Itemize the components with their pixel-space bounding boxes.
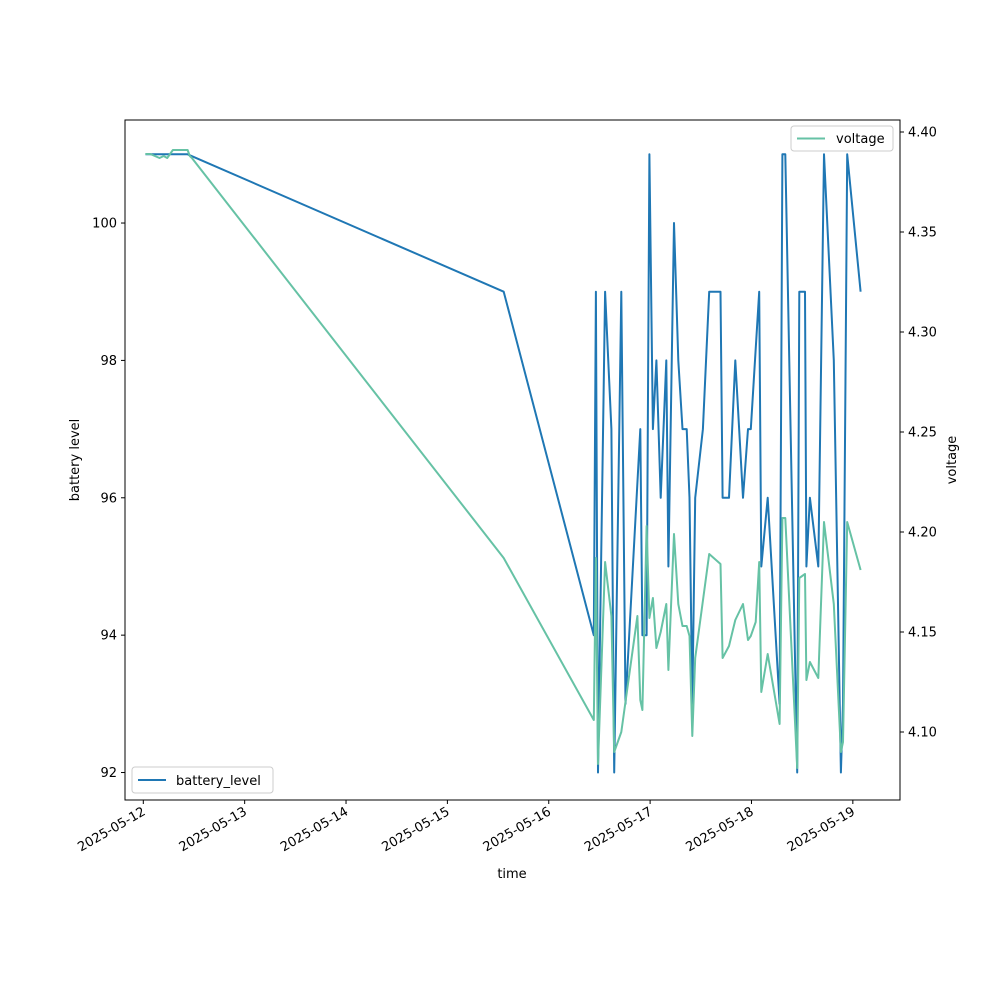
x-tick-label: 2025-05-18 xyxy=(684,804,757,855)
x-tick-label: 2025-05-14 xyxy=(278,804,351,855)
y-axis-left: 92 94 96 98 100 xyxy=(92,217,125,781)
y-right-tick-label: 4.10 xyxy=(908,726,937,741)
y-axis-left-label: battery level xyxy=(68,419,83,502)
y-right-tick-label: 4.35 xyxy=(908,226,937,241)
y-right-tick-label: 4.25 xyxy=(908,426,937,441)
y-axis-right-label: voltage xyxy=(945,436,960,485)
y-left-tick-label: 92 xyxy=(100,766,117,781)
x-axis: 2025-05-12 2025-05-13 2025-05-14 2025-05-15… xyxy=(75,800,858,855)
y-left-tick-label: 100 xyxy=(92,217,117,232)
series-line-battery-level xyxy=(145,153,862,774)
y-left-tick-label: 96 xyxy=(100,491,117,506)
y-right-tick-label: 4.15 xyxy=(908,626,937,641)
x-axis-label: time xyxy=(497,867,526,882)
series-layer xyxy=(145,149,862,774)
y-left-tick-label: 98 xyxy=(100,354,117,369)
x-tick-label: 2025-05-17 xyxy=(582,804,655,855)
series-line-voltage xyxy=(145,149,862,769)
plot-frame xyxy=(124,119,901,801)
y-axis-right: 4.10 4.15 4.20 4.25 4.30 4.35 4.40 xyxy=(900,126,937,741)
x-tick-label: 2025-05-13 xyxy=(177,804,250,855)
x-tick-label: 2025-05-12 xyxy=(75,804,148,855)
legend-label-battery-level: battery_level xyxy=(176,774,261,789)
y-left-tick-label: 94 xyxy=(100,629,117,644)
x-tick-label: 2025-05-15 xyxy=(379,804,452,855)
y-right-tick-label: 4.30 xyxy=(908,326,937,341)
x-tick-label: 2025-05-16 xyxy=(481,804,554,855)
legend-battery-level: battery_level xyxy=(131,766,274,794)
y-right-tick-label: 4.20 xyxy=(908,526,937,541)
legend-label-voltage: voltage xyxy=(836,132,885,147)
x-tick-label: 2025-05-19 xyxy=(785,804,858,855)
y-right-tick-label: 4.40 xyxy=(908,126,937,141)
legend-voltage: voltage xyxy=(790,125,894,152)
